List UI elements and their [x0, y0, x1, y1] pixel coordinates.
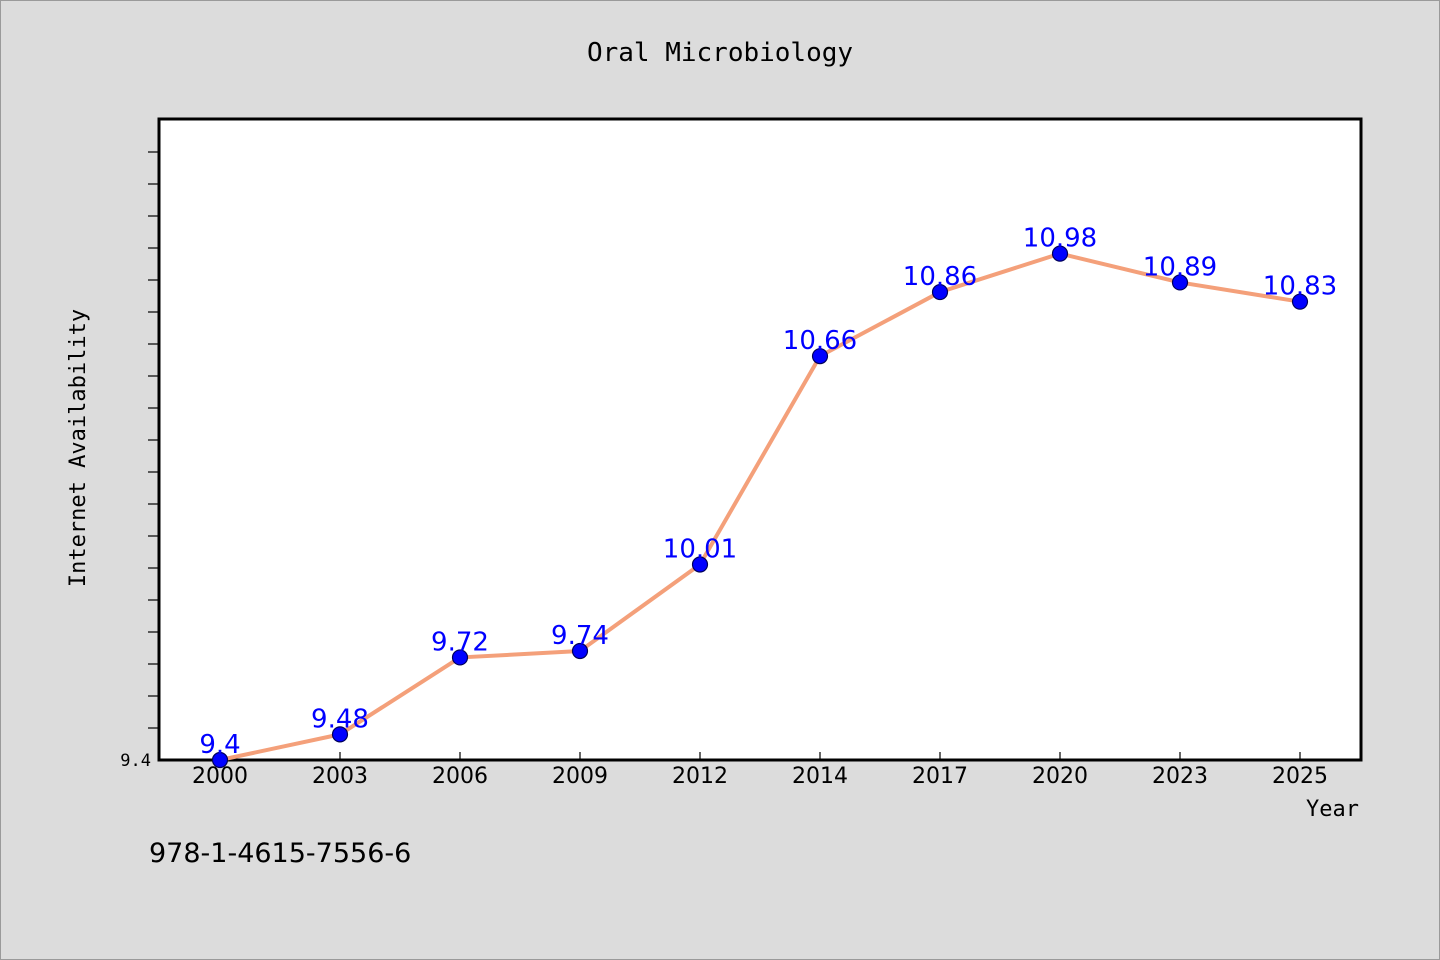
footnote-isbn: 978-1-4615-7556-6 — [149, 838, 411, 869]
x-tick-label: 2014 — [792, 764, 848, 789]
data-labels: 9.4 9.48 9.72 9.74 10.01 10.66 10.86 10.98 10.89… — [199, 224, 1337, 760]
data-point-2003 — [331, 726, 349, 743]
data-label-2009: 9.74 — [551, 621, 609, 651]
x-tick-label: 2025 — [1272, 764, 1328, 789]
y-axis-label: Internet Availability — [66, 309, 91, 587]
data-label-2014: 10.66 — [783, 326, 857, 356]
x-axis-ticks — [219, 752, 1301, 760]
data-point-2025 — [1291, 293, 1309, 310]
chart-title: Oral Microbiology — [587, 38, 853, 68]
data-point-2009 — [571, 642, 589, 660]
data-point-2000 — [211, 751, 229, 769]
data-label-2020: 10.98 — [1023, 224, 1097, 254]
data-point-2006 — [451, 649, 469, 666]
data-label-2012: 10.01 — [663, 534, 737, 564]
x-tick-label: 2017 — [912, 764, 968, 789]
x-axis-label: Year — [1306, 797, 1359, 822]
data-label-2000: 9.4 — [199, 730, 240, 760]
data-point-2017 — [931, 283, 949, 301]
data-label-2003: 9.48 — [311, 704, 369, 734]
x-tick-label: 2006 — [432, 764, 488, 789]
x-tick-label: 2012 — [672, 764, 728, 789]
data-label-2023: 10.89 — [1143, 252, 1217, 282]
data-label-2025: 10.83 — [1263, 272, 1337, 302]
y-axis-ticks — [148, 151, 158, 729]
series-line-group — [211, 245, 1309, 769]
y-tick-label: 9.4 — [120, 751, 151, 771]
x-tick-label: 2020 — [1032, 764, 1088, 789]
data-point-2023 — [1171, 274, 1189, 291]
plot-area — [157, 117, 1363, 762]
data-label-2017: 10.86 — [903, 262, 977, 292]
data-point-2014 — [811, 348, 829, 365]
data-label-2006: 9.72 — [431, 627, 489, 657]
x-tick-label: 2009 — [552, 764, 608, 789]
x-tick-label: 2003 — [312, 764, 368, 789]
data-point-2020 — [1051, 245, 1069, 262]
x-tick-label: 2023 — [1152, 764, 1208, 789]
series-line — [219, 251, 1301, 762]
x-tick-labels: 2000 2003 2006 2009 2012 2014 2017 2020 2023 2025 — [192, 764, 1328, 789]
data-point-2012 — [691, 556, 709, 573]
x-tick-label: 2000 — [192, 764, 248, 789]
